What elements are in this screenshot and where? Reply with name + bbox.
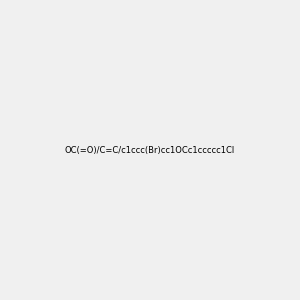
Text: OC(=O)/C=C/c1ccc(Br)cc1OCc1ccccc1Cl: OC(=O)/C=C/c1ccc(Br)cc1OCc1ccccc1Cl xyxy=(65,146,235,154)
